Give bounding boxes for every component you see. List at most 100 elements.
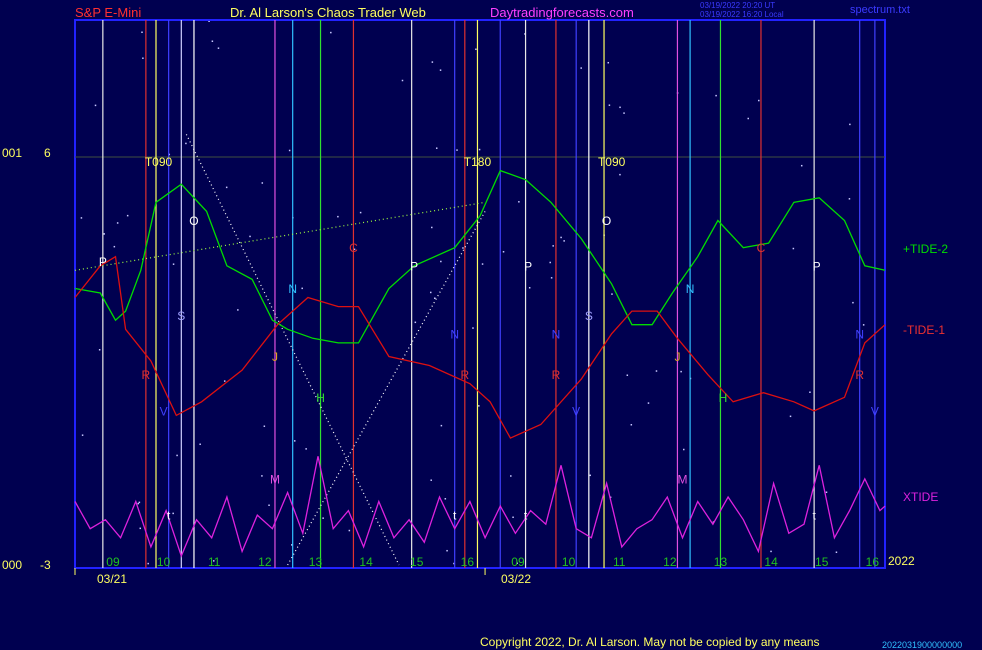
event-letter: R (855, 368, 864, 382)
event-letter: N (552, 327, 561, 341)
star-dot (789, 415, 792, 418)
star-dot (288, 149, 291, 152)
star-dot (550, 277, 553, 279)
event-letter: N (686, 282, 695, 296)
star-dot (549, 261, 551, 264)
event-letter: S (177, 309, 185, 323)
event-letter: J (674, 350, 680, 364)
star-dot (176, 454, 178, 457)
star-dot (211, 40, 214, 42)
star-dot (440, 260, 442, 263)
star-dot (510, 475, 512, 477)
series-line (74, 255, 886, 439)
star-dot (225, 186, 228, 189)
star-dot (453, 562, 455, 565)
star-dot (516, 562, 519, 564)
star-dot (168, 153, 171, 156)
event-letter: N (450, 327, 459, 341)
date-label-1: 03/21 (97, 572, 128, 586)
star-dot (172, 263, 175, 265)
star-dot (478, 405, 480, 407)
star-dot (770, 550, 772, 553)
hour-tick-label: 10 (562, 555, 576, 569)
star-dot (172, 512, 174, 515)
star-dot (626, 374, 629, 376)
star-dot (113, 245, 116, 248)
star-dot (462, 247, 464, 249)
event-letter: N (855, 327, 864, 341)
event-letter: S (585, 309, 593, 323)
event-letter: t (812, 509, 816, 523)
star-dot (446, 549, 448, 552)
event-letter: P (410, 259, 418, 273)
star-dot (715, 94, 717, 97)
event-letter: t (453, 509, 457, 523)
star-dot (401, 79, 404, 82)
star-dot (429, 291, 432, 294)
star-dot (835, 551, 838, 553)
star-dot (475, 48, 477, 51)
star-dot (98, 349, 101, 351)
star-dot (322, 517, 324, 519)
event-letter: C (349, 241, 358, 255)
star-dot (261, 182, 264, 184)
event-letter: t (167, 509, 171, 523)
event-letter: R (142, 368, 151, 382)
series-label-tide2: +TIDE-2 (903, 242, 949, 256)
y-top-value: 6 (44, 146, 51, 160)
star-dot (142, 57, 144, 59)
date-label-2: 03/22 (501, 572, 532, 586)
star-dot (478, 148, 481, 151)
trend-line (185, 134, 400, 566)
y-bottom-value: -3 (40, 558, 51, 572)
event-letter: T180 (464, 155, 492, 169)
series-label-xtide: XTIDE (903, 490, 939, 504)
star-dot (199, 443, 201, 446)
timestamp-ut: 03/19/2022 20:20 UT (700, 1, 776, 10)
star-dot (185, 142, 187, 145)
star-dot (414, 321, 417, 324)
event-letter: O (602, 214, 611, 228)
event-letter: H (719, 391, 728, 405)
star-dot (809, 391, 811, 393)
star-dot (141, 31, 143, 34)
star-dot (440, 424, 443, 427)
star-dot (518, 201, 520, 203)
star-dot (359, 211, 362, 214)
star-dot (249, 235, 251, 238)
event-letter: H (316, 391, 325, 405)
star-dot (456, 149, 458, 151)
star-dot (552, 245, 554, 247)
star-dot (655, 370, 658, 372)
copyright: Copyright 2022, Dr. Al Larson. May not b… (480, 635, 820, 649)
event-letter: O (189, 214, 198, 228)
star-dot (103, 233, 105, 235)
hour-tick-label: 15 (410, 555, 424, 569)
star-dot (301, 287, 303, 290)
star-dot (431, 61, 434, 63)
star-dot (293, 440, 296, 442)
star-dot (291, 544, 293, 546)
star-dot (353, 248, 356, 251)
event-letter: V (160, 404, 168, 418)
hour-tick-label: 11 (613, 555, 626, 569)
star-dot (237, 309, 239, 311)
hour-tick-label: 15 (815, 555, 829, 569)
star-dot (619, 173, 621, 176)
star-dot (680, 370, 682, 373)
y-bottom-left: 000 (2, 558, 23, 572)
file-label: spectrum.txt (850, 4, 910, 16)
star-dot (213, 560, 215, 562)
star-dot (848, 198, 851, 200)
star-dot (563, 240, 565, 242)
star-dot (81, 434, 84, 436)
trend-line (74, 201, 486, 271)
timestamp-local: 03/19/2022 16:20 Local (700, 10, 784, 19)
star-dot (611, 293, 613, 295)
star-dot (337, 215, 339, 218)
hour-tick-label: 10 (157, 555, 171, 569)
star-dot (623, 112, 625, 114)
star-dot (683, 448, 685, 451)
star-dot (607, 61, 610, 64)
hour-tick-label: 14 (359, 555, 373, 569)
